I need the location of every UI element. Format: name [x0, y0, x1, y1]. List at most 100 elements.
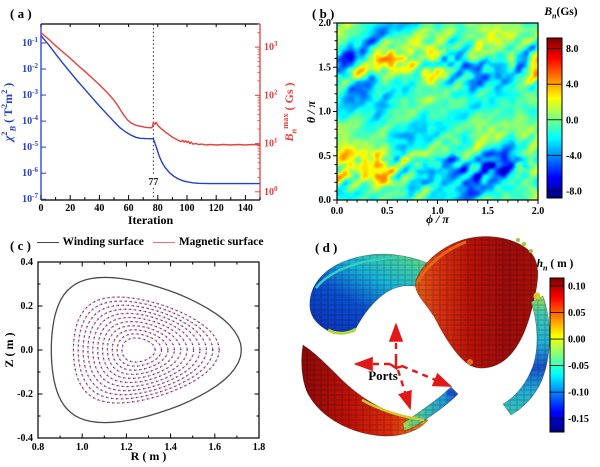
- tick-label: -0.2: [17, 389, 33, 400]
- magnetic-surface-dots: [72, 296, 220, 404]
- legend-magnetic-label: Magnetic surface: [178, 236, 264, 248]
- tick-label: 0.5: [381, 206, 394, 217]
- panel-d-label: ( d ): [315, 240, 338, 255]
- tick-label: 1.5: [319, 62, 332, 73]
- magnetic-line-swatch: [152, 241, 175, 243]
- tick-label: -0.4: [17, 433, 33, 444]
- hn-colorbar: [550, 278, 564, 432]
- panel-b-label: ( b ): [312, 6, 335, 21]
- panel-c-plot: 0.8 1.0 1.2 1.4 1.6 1.8 -0.4 -0.2 0.0 0.2 0.4: [17, 257, 265, 453]
- tick-label: 0.10: [568, 281, 586, 292]
- heatmap-frame: [336, 22, 539, 201]
- tick-label: 0.05: [568, 308, 586, 319]
- bn-error-heatmap: [337, 23, 538, 200]
- winding-line-swatch: [36, 241, 59, 243]
- panel-a-xlabel: Iteration: [127, 213, 174, 227]
- log-tick-label: 102: [264, 88, 278, 101]
- strip-blue-spot: [447, 390, 453, 396]
- tick-label: 80: [153, 203, 163, 214]
- shell-speck: [516, 238, 520, 242]
- tick-label: 2.0: [532, 206, 545, 217]
- tick-label: 1.0: [319, 107, 332, 118]
- log-tick-label: 10-5: [22, 140, 38, 153]
- upper-right-shell-voxel-texture: [415, 236, 538, 369]
- legend-winding-label: Winding surface: [62, 236, 144, 248]
- tick-label: 0.00: [568, 335, 586, 346]
- log-tick-label: 10-1: [22, 36, 38, 49]
- magnetic-surface-contour: [72, 296, 220, 404]
- port-arrow-down: [396, 369, 412, 411]
- magnetic-surface-dots: [121, 337, 156, 363]
- ports-annotation: Ports: [368, 368, 398, 383]
- panel-a-label: ( a ): [10, 6, 32, 21]
- panel-a: 0 20 40 60 80 100 120 140 10-1 10-2 10-3 10-4 10-5 10…: [0, 0, 300, 230]
- hn-colorbar-title: hn ( m ): [536, 258, 574, 273]
- tick-label: 0.4: [21, 257, 34, 268]
- vline-label: 77: [148, 177, 158, 188]
- magnetic-surface-contour: [121, 337, 156, 363]
- tick-label: 1.0: [431, 206, 444, 217]
- arc-cap: [533, 292, 541, 300]
- bn-colorbar: [547, 38, 562, 198]
- crescent-fringe: [361, 398, 425, 422]
- strip-green-tip: [403, 422, 409, 428]
- tick-label: 0.8: [32, 442, 45, 453]
- log-tick-label: 101: [264, 137, 278, 150]
- B_n_max-curve: [40, 32, 261, 146]
- saddle-edge-highlight: [315, 256, 393, 289]
- legend-magnetic-surface: Magnetic surface: [152, 236, 264, 248]
- tick-label: 0.0: [319, 195, 332, 206]
- panel-c: 0.8 1.0 1.2 1.4 1.6 1.8 -0.4 -0.2 0.0 0.2 0.4 ( c …: [0, 230, 300, 467]
- magnetic-surface-contour: [111, 329, 169, 371]
- log-tick-label: 103: [264, 40, 278, 53]
- chi2_B-curve: [40, 35, 260, 185]
- tick-label: 4.0: [566, 80, 579, 91]
- tick-label: 1.5: [482, 206, 495, 217]
- tick-label: 40: [94, 203, 104, 214]
- panel-a-ylabel-left: χ2B ( T2m2 ): [0, 82, 18, 142]
- tick-label: 100: [180, 203, 195, 214]
- upper-left-saddle-voxel-texture: [309, 254, 454, 334]
- panel-b-ylabel: θ / π: [304, 100, 318, 124]
- log-tick-label: 10-3: [22, 88, 38, 101]
- magnetic-surface-dots: [116, 333, 163, 367]
- tick-label: 0.0: [331, 206, 344, 217]
- log-tick-label: 10-7: [22, 192, 38, 205]
- panel-c-xlabel: R ( m ): [130, 449, 167, 463]
- panel-c-label: ( c ): [10, 238, 31, 253]
- panel-b: 0.0 0.5 1.0 1.5 2.0 0.0 0.5 1.0 1.5 2.0 8.0 4.0 0.0 -…: [300, 0, 600, 230]
- tick-label: 140: [238, 203, 253, 214]
- shell-speck: [529, 249, 533, 253]
- tick-label: 0.0: [566, 115, 579, 126]
- tick-label: -0.15: [568, 414, 589, 425]
- axes-a: 0 20 40 60 80 100 120 140 10-1 10-2 10-3 10-4 10-5 10…: [22, 23, 278, 214]
- shell-tip: [467, 359, 473, 365]
- panel-a-ylabel-right: Bnmax ( Gs ): [281, 82, 299, 142]
- ports-arrows: [353, 322, 453, 411]
- log-tick-label: 10-2: [22, 62, 38, 75]
- tick-label: -0.10: [568, 388, 589, 399]
- colorbar-frame: [546, 37, 563, 199]
- tick-label: 0.2: [21, 301, 34, 312]
- winding-surface-contour: [50, 276, 242, 424]
- tick-label: 1.0: [76, 442, 89, 453]
- panel-d-3d-render: 0.10 0.05 0.00 -0.05 -0.10 -0.15: [301, 236, 589, 437]
- legend-winding-surface: Winding surface: [36, 236, 144, 248]
- axes-frame-c: [37, 261, 260, 439]
- magnetic-surface-dots: [111, 329, 169, 371]
- tick-label: -4.0: [566, 151, 582, 162]
- tick-label: -0.05: [568, 361, 589, 372]
- magnetic-surface-dots: [101, 320, 182, 380]
- tick-label: 1.6: [209, 442, 222, 453]
- lower-left-crescent-voxel-texture: [301, 345, 428, 437]
- log-tick-label: 10-6: [22, 166, 38, 179]
- shell-edge-highlight: [416, 240, 467, 283]
- tick-label: 0.5: [319, 151, 332, 162]
- magnetic-surface-dots: [77, 300, 214, 400]
- panel-c-legend: Winding surface Magnetic surface: [0, 236, 300, 248]
- magnetic-surface-dots: [97, 316, 188, 384]
- hn-colorbar-frame: [549, 277, 565, 433]
- magnetic-surface-contour: [92, 312, 195, 388]
- shell-speck: [522, 242, 526, 246]
